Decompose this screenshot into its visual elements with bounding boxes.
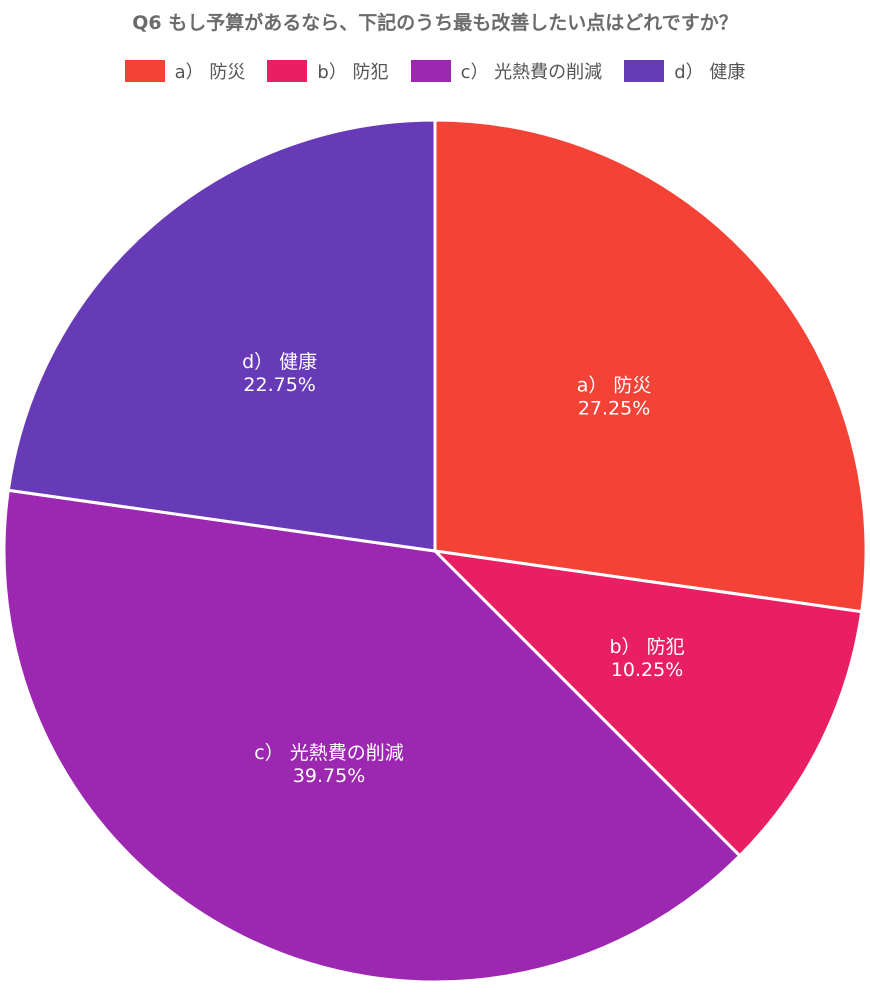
slice-value-b: 10.25% — [611, 659, 683, 681]
legend-swatch-d — [624, 60, 665, 82]
legend-item-a[interactable]: a） 防災 — [124, 58, 246, 84]
slice-label-a: a） 防災 — [577, 375, 652, 397]
slice-value-d: 22.75% — [243, 374, 315, 396]
pie-slice-c[interactable] — [2, 488, 742, 984]
pie-slice-b[interactable] — [433, 549, 864, 858]
slice-label-d: d） 健康 — [242, 351, 317, 373]
legend-swatch-c — [410, 60, 451, 82]
pie-slices — [2, 118, 868, 984]
pie-slice-d[interactable] — [6, 118, 437, 553]
slice-label-c: c） 光熱費の削減 — [254, 742, 404, 764]
legend-item-d[interactable]: d） 健康 — [624, 58, 745, 84]
slice-label-b: b） 防犯 — [609, 636, 684, 658]
legend-label-a: a） 防災 — [174, 62, 246, 83]
legend-item-b[interactable]: b） 防犯 — [267, 58, 389, 84]
legend-label-c: c） 光熱費の削減 — [460, 62, 603, 83]
pie-slice-a[interactable] — [433, 118, 868, 614]
legend-swatch-b — [267, 60, 308, 82]
legend-item-c[interactable]: c） 光熱費の削減 — [410, 58, 603, 84]
slice-value-a: 27.25% — [578, 398, 650, 420]
legend: a） 防災 b） 防犯 c） 光熱費の削減 d） 健康 — [0, 58, 870, 84]
legend-label-b: b） 防犯 — [317, 62, 389, 83]
slice-value-c: 39.75% — [293, 765, 365, 787]
legend-swatch-a — [124, 60, 165, 82]
chart-title: Q6 もし予算があるなら、下記のうち最も改善したい点はどれですか？ — [132, 12, 738, 34]
legend-label-d: d） 健康 — [674, 62, 746, 83]
